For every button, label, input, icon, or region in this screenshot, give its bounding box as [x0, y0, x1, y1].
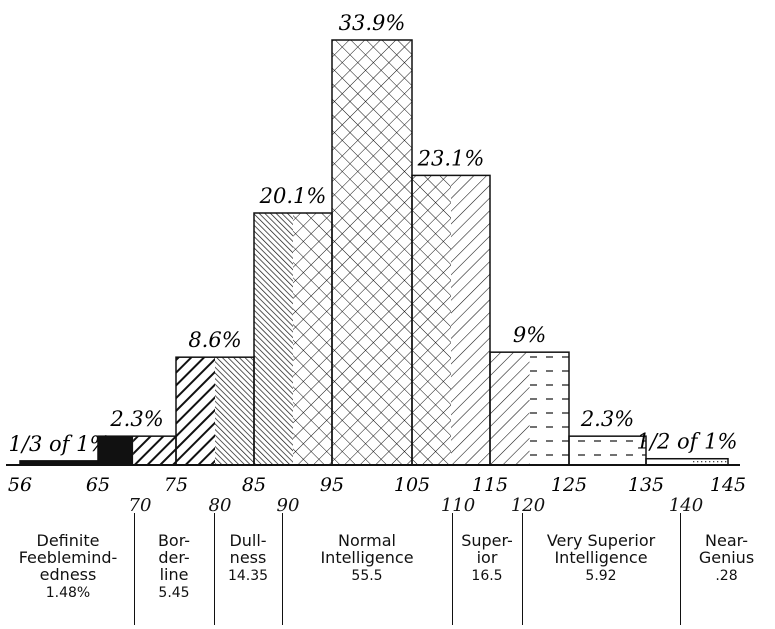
bar-95-105: [331, 39, 413, 466]
class-separator: [134, 513, 135, 625]
class-name: Near- Genius: [698, 531, 755, 567]
x-tick-label: 135: [628, 474, 664, 496]
bar-fill-segment: [98, 436, 134, 465]
class-column: Dull- ness 14.35: [214, 532, 282, 585]
bar-label-56-65: 1/3 of 1%: [9, 432, 110, 456]
x-tick-label: 85: [242, 474, 266, 496]
class-separator: [680, 513, 681, 625]
class-boundary-tick: 70: [128, 495, 152, 516]
bar-fill-segment: [254, 213, 293, 465]
class-column: Bor- der- line 5.45: [134, 532, 214, 602]
x-tick-label: 115: [472, 474, 508, 496]
class-boundary-tick: 110: [440, 495, 476, 516]
class-column: Super- ior 16.5: [452, 532, 522, 585]
bar-fill-segment: [20, 460, 98, 465]
bar-fill-segment: [569, 436, 646, 465]
class-percentage: 5.45: [158, 585, 190, 601]
bar-fill-segment: [451, 175, 490, 465]
bar-115-125: [489, 351, 570, 466]
bar-label-75-85: 8.6%: [188, 328, 241, 352]
x-tick-label: 95: [320, 474, 344, 496]
bar-fill-segment: [176, 357, 215, 465]
class-percentage: 55.5: [351, 568, 383, 584]
class-percentage: 1.48%: [45, 585, 91, 601]
bar-fill-segment: [490, 352, 530, 465]
bar-fill-segment: [215, 357, 254, 465]
bars-layer: 1/3 of 1%2.3%8.6%20.1%33.9%23.1%9%2.3%1/…: [9, 11, 738, 466]
class-name: Dull- ness: [229, 531, 267, 567]
bar-label-95-105: 33.9%: [339, 11, 406, 35]
class-separator: [452, 513, 453, 625]
class-separator: [214, 513, 215, 625]
x-tick-label: 65: [86, 474, 110, 496]
class-column: Near- Genius .28: [680, 532, 773, 585]
class-separator: [522, 513, 523, 625]
bar-label-65-75: 2.3%: [109, 407, 163, 431]
class-boundary-tick: 90: [276, 495, 300, 516]
class-name: Normal Intelligence: [320, 531, 414, 567]
class-percentage: 5.92: [585, 568, 617, 584]
class-name: Bor- der- line: [157, 531, 191, 584]
x-axis: 56 65 75 85 95 105 115 125 135 145: [6, 464, 746, 496]
class-column: Definite Feeblemind- edness 1.48%: [2, 532, 134, 602]
bar-label-85-95: 20.1%: [259, 184, 327, 208]
x-tick-label: 105: [394, 474, 430, 496]
bar-fill-segment: [293, 213, 332, 465]
iq-histogram: 1/3 of 1%2.3%8.6%20.1%33.9%23.1%9%2.3%1/…: [6, 11, 746, 496]
bar-fill-segment: [691, 458, 728, 465]
class-column: Normal Intelligence 55.5: [282, 532, 452, 585]
bar-75-85: [175, 356, 255, 466]
bar-label-125-135: 2.3%: [580, 407, 634, 431]
bar-fill-segment: [332, 40, 412, 465]
bar-125-135: [568, 435, 647, 466]
class-name: Very Superior Intelligence: [546, 531, 656, 567]
class-percentage: 14.35: [227, 568, 269, 584]
class-column: Very Superior Intelligence 5.92: [522, 532, 680, 585]
x-tick-label: 145: [710, 474, 746, 496]
x-tick-label: 56: [8, 474, 32, 496]
x-tick-label: 125: [551, 474, 587, 496]
bar-105-115: [411, 174, 491, 466]
x-tick-label: 75: [164, 474, 188, 496]
class-boundary-tick: 120: [510, 495, 546, 516]
bar-fill-segment: [646, 458, 692, 465]
bar-label-135-145: 1/2 of 1%: [637, 430, 738, 454]
class-percentage: .28: [715, 568, 738, 584]
class-name: Super- ior: [461, 531, 513, 567]
class-boundary-tick: 140: [668, 495, 704, 516]
bar-label-105-115: 23.1%: [417, 146, 485, 170]
bar-85-95: [253, 212, 333, 466]
bar-fill-segment: [133, 436, 176, 465]
bar-fill-segment: [412, 175, 451, 465]
bar-fill-segment: [529, 352, 569, 465]
bar-65-75: [97, 435, 177, 466]
bar-label-115-125: 9%: [513, 323, 546, 347]
class-separator: [282, 513, 283, 625]
class-name: Definite Feeblemind- edness: [18, 531, 118, 584]
class-percentage: 16.5: [471, 568, 503, 584]
class-boundary-tick: 80: [208, 495, 232, 516]
